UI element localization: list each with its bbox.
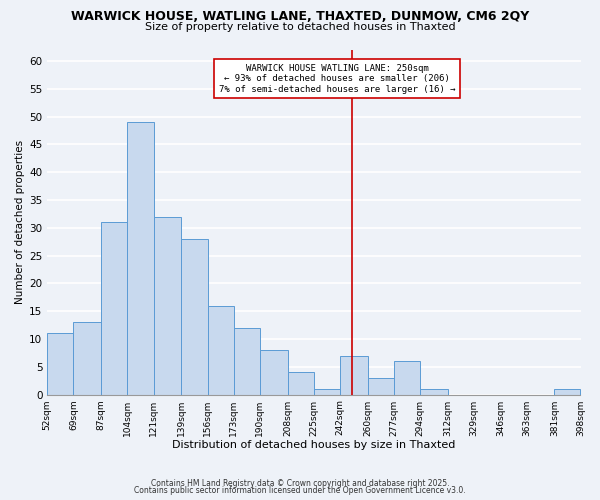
Bar [47, 334, 73, 394]
Y-axis label: Number of detached properties: Number of detached properties [15, 140, 25, 304]
Bar [287, 372, 314, 394]
Bar [314, 389, 340, 394]
Bar [554, 389, 580, 394]
Text: WARWICK HOUSE, WATLING LANE, THAXTED, DUNMOW, CM6 2QY: WARWICK HOUSE, WATLING LANE, THAXTED, DU… [71, 10, 529, 23]
Bar [208, 306, 234, 394]
Bar [394, 361, 420, 394]
Bar [73, 322, 101, 394]
Bar [420, 389, 448, 394]
Bar [101, 222, 127, 394]
Text: Size of property relative to detached houses in Thaxted: Size of property relative to detached ho… [145, 22, 455, 32]
Bar [181, 239, 208, 394]
Text: WARWICK HOUSE WATLING LANE: 250sqm
← 93% of detached houses are smaller (206)
7%: WARWICK HOUSE WATLING LANE: 250sqm ← 93%… [219, 64, 455, 94]
Bar [368, 378, 394, 394]
Bar [340, 356, 368, 395]
Bar [234, 328, 260, 394]
Text: Contains HM Land Registry data © Crown copyright and database right 2025.: Contains HM Land Registry data © Crown c… [151, 478, 449, 488]
Bar [154, 216, 181, 394]
Bar [260, 350, 287, 395]
Bar [127, 122, 154, 394]
Text: Contains public sector information licensed under the Open Government Licence v3: Contains public sector information licen… [134, 486, 466, 495]
X-axis label: Distribution of detached houses by size in Thaxted: Distribution of detached houses by size … [172, 440, 455, 450]
